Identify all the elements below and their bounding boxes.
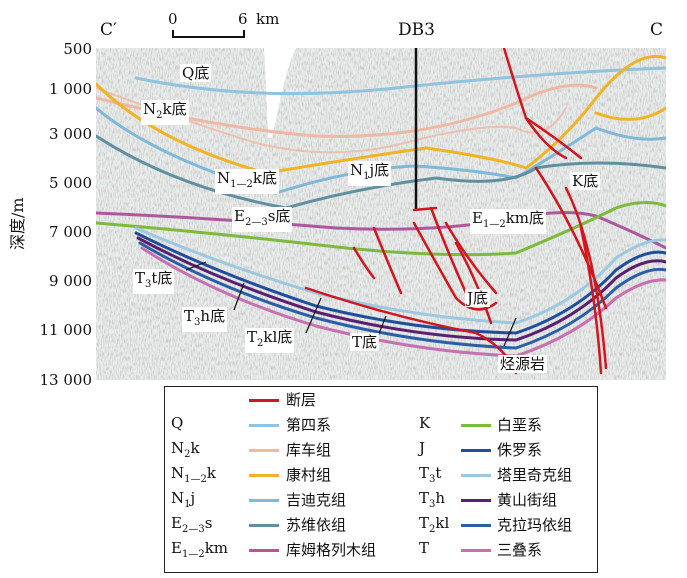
legend-name: 侏罗系 <box>497 441 543 459</box>
fault-line <box>454 241 493 325</box>
horizon-q <box>134 66 666 96</box>
legend-name: 第四系 <box>286 416 332 434</box>
legend-name: 库姆格列木组 <box>286 541 377 559</box>
horizon-n2k-b <box>96 87 567 154</box>
legend-code: E1—2km <box>171 539 229 560</box>
horizon-n2k <box>96 83 598 138</box>
legend-swatch <box>249 499 279 502</box>
fault-line <box>579 226 603 375</box>
fault-line <box>372 226 403 295</box>
horizon-label-n2k: N2k底 <box>141 100 189 125</box>
scale-bar <box>170 30 248 42</box>
y-tick-label: 5 000 <box>49 174 92 192</box>
fault-line <box>304 286 518 375</box>
horizon-label-t3t: T3t底 <box>133 269 175 294</box>
legend-fault-name: 断层 <box>286 391 317 409</box>
leader-line <box>233 282 245 311</box>
horizon-t <box>140 246 666 358</box>
legend-swatch <box>461 474 491 477</box>
horizon-label-q: Q底 <box>180 64 212 82</box>
y-tick-label: 7 000 <box>49 223 92 241</box>
legend-code: T2kl <box>419 514 450 535</box>
scale-start-label: 0 <box>168 10 178 28</box>
legend-name: 库车组 <box>286 441 332 459</box>
legend-name: 塔里奇克组 <box>497 466 573 484</box>
legend-code: J <box>419 439 426 457</box>
legend-swatch <box>461 499 491 502</box>
legend-swatch <box>249 449 279 452</box>
legend-code: T3t <box>419 464 442 485</box>
y-tick-label: 3 000 <box>49 125 92 143</box>
legend-swatch <box>249 549 279 552</box>
horizon-t3h <box>136 236 666 342</box>
legend-swatch <box>461 449 491 452</box>
y-tick-label: 1 000 <box>49 80 92 98</box>
horizon-n12k <box>96 54 666 175</box>
y-tick-label: 9 000 <box>49 272 92 290</box>
legend-swatch <box>461 549 491 552</box>
horizon-label-j: J底 <box>465 289 491 307</box>
horizon-k <box>96 201 666 257</box>
legend-code: T <box>419 539 430 557</box>
y-tick-label: 500 <box>63 40 92 58</box>
legend-swatch <box>249 424 279 427</box>
horizon-t2kl <box>138 241 666 350</box>
horizon-label-e12km: E1—2km底 <box>470 209 547 234</box>
legend-code: T3h <box>419 489 446 510</box>
section-end-left-label: C′ <box>100 20 117 40</box>
fault-line <box>429 206 468 295</box>
legend-name: 三叠系 <box>497 541 543 559</box>
horizon-label-t2kl: T2kl底 <box>245 328 295 353</box>
horizon-label-t: T底 <box>350 333 380 351</box>
legend-name: 黄山街组 <box>497 491 558 509</box>
legend-name: 吉迪克组 <box>286 491 347 509</box>
legend-fault-swatch <box>249 399 279 402</box>
fault-line <box>564 186 608 370</box>
horizon-e12km <box>96 210 666 250</box>
horizon-label-n1j: N1j底 <box>348 161 392 186</box>
fault-line <box>352 246 376 280</box>
section-end-right-label: C <box>650 20 664 40</box>
horizon-n1j <box>96 106 666 195</box>
legend-code: Q <box>171 414 184 432</box>
horizon-n12k-right <box>594 106 666 121</box>
legend-name: 苏维依组 <box>286 516 347 534</box>
y-tick-label: 11 000 <box>39 321 93 339</box>
scale-end-label: 6 <box>238 10 248 28</box>
well-label: DB3 <box>398 20 435 40</box>
fault-line <box>524 116 583 160</box>
horizon-label-e23s: E2—3s底 <box>232 207 293 232</box>
legend-swatch <box>249 524 279 527</box>
fault-line <box>444 221 498 295</box>
horizon-label-n12k: N1—2k底 <box>215 169 279 194</box>
leader-line <box>305 297 322 334</box>
legend-name: 白垩系 <box>497 416 543 434</box>
horizon-label-k: K底 <box>570 172 601 190</box>
legend-code: N1—2k <box>171 464 216 485</box>
legend-swatch <box>249 474 279 477</box>
y-axis-label: 深度/m <box>8 197 27 250</box>
legend-swatch <box>461 424 491 427</box>
legend-name: 康村组 <box>286 466 332 484</box>
legend-code: E2—3s <box>171 514 213 535</box>
seismic-section <box>96 48 666 380</box>
leader-line <box>185 261 207 271</box>
fault-line <box>412 221 498 311</box>
legend-swatch <box>461 524 491 527</box>
source-rock-label: 烃源岩 <box>498 355 548 373</box>
horizon-e23s <box>96 134 666 210</box>
horizon-label-t3h: T3h底 <box>182 307 228 332</box>
legend-code: N1j <box>171 489 196 510</box>
y-tick-label: 13 000 <box>39 371 93 389</box>
legend-name: 克拉玛依组 <box>497 516 573 534</box>
fault-line <box>534 166 608 310</box>
legend: 断层 Q 第四系 N2k 库车组 N1—2k 康村组 N1j 吉迪克组 E2—3… <box>164 386 598 573</box>
scale-unit-label: km <box>256 10 280 28</box>
legend-code: K <box>419 414 431 432</box>
legend-code: N2k <box>171 439 200 460</box>
leader-line <box>503 317 517 347</box>
horizon-t3t <box>134 226 666 325</box>
